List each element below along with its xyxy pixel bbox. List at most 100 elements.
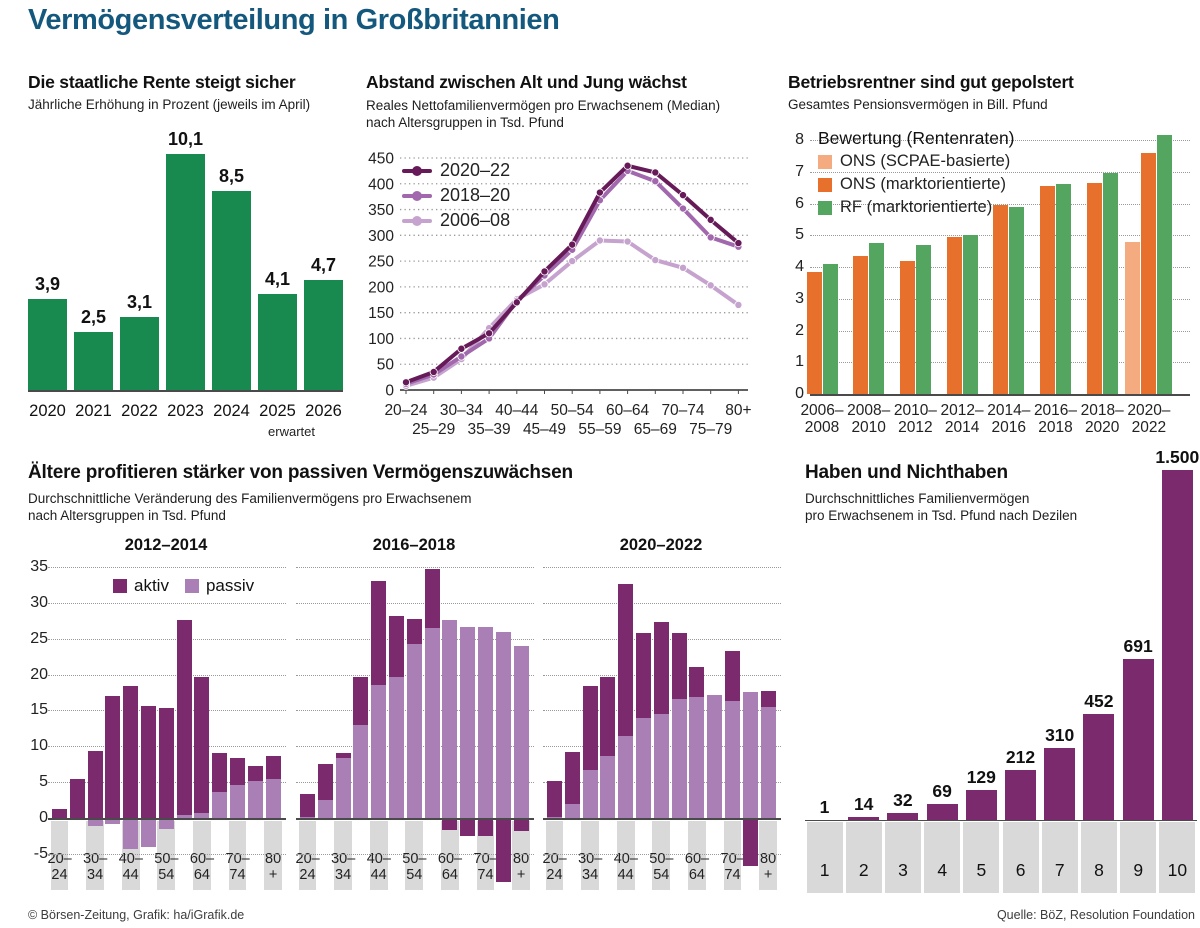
x-tick-label: 80	[265, 851, 282, 867]
category-band	[616, 820, 635, 890]
bar-passiv	[760, 706, 776, 818]
chart-zuwachs-header: Ältere profitieren stärker von passiven …	[28, 462, 788, 524]
bar-passiv	[618, 736, 634, 818]
bar	[806, 271, 822, 394]
y-tick-label: 0	[385, 383, 394, 400]
data-point	[485, 329, 494, 338]
legend-item: RF (marktorientierte)	[818, 198, 992, 217]
x-tick-label: 44	[617, 867, 634, 883]
bar-aktiv	[653, 622, 669, 715]
bar-aktiv	[212, 753, 228, 793]
x-tick-label: 50–	[402, 851, 427, 867]
bar-aktiv	[760, 691, 776, 707]
x-tick-label: 2018	[1038, 419, 1073, 436]
bar-aktiv	[105, 696, 121, 818]
x-tick-label: 60–	[189, 851, 215, 867]
x-tick-label: 50–	[154, 851, 179, 867]
x-tick-label: 20–24	[384, 402, 427, 419]
y-tick-label: 30	[30, 593, 48, 611]
y-tick-label: 50	[377, 357, 395, 374]
data-point	[651, 168, 660, 177]
chart-abstand-title: Abstand zwischen Alt und Jung wächst	[366, 72, 687, 92]
bar-aktiv	[600, 677, 616, 756]
bar-passiv	[742, 691, 758, 818]
bar-aktiv	[689, 666, 705, 697]
bar-passiv	[478, 626, 493, 818]
bar-value-label: 452	[1084, 691, 1114, 712]
data-point	[568, 240, 577, 249]
bar	[926, 803, 958, 820]
gridline	[296, 567, 534, 569]
panel-title-2020-2022: 2020–2022	[619, 536, 703, 554]
bar-passiv	[300, 816, 315, 818]
bar-passiv	[636, 718, 651, 818]
x-axis-line	[48, 818, 286, 820]
legend-swatch	[818, 200, 832, 215]
legend-item: passiv	[184, 576, 254, 596]
chart-zuwachs-plot: 20– 24 30– 34 40– 44 50– 54 60– 64 70– 74 80 +20– 24 30…	[28, 555, 788, 905]
y-tick-label: 35	[30, 558, 48, 576]
y-tick-label: 250	[368, 254, 394, 271]
bar-aktiv	[389, 615, 404, 677]
chart-dezile-title: Haben und Nichthaben	[805, 462, 1008, 483]
x-tick-label: 2020–	[1127, 402, 1171, 419]
category-band	[441, 820, 459, 890]
x-tick-label: 20–	[47, 851, 72, 867]
x-tick-label: 2016	[991, 419, 1027, 436]
category-band	[476, 820, 495, 890]
chart-zuwachs-subtitle-1: Durchschnittliche Veränderung des Famili…	[28, 491, 472, 506]
chart-abstand-plot: 0 50 100 150 200 250 300 350 400 450 20–24 25–29 30–…	[368, 151, 751, 439]
gridline	[48, 853, 286, 855]
footer-source: Quelle: BöZ, Resolution Foundation	[996, 908, 1195, 922]
bar-passiv	[513, 645, 529, 818]
chart-rente-plot: 3,9 2020 2,5 2021 3,1 2022 10,1 2023 8,5 2024 4,1 2…	[28, 129, 354, 440]
x-tick-label: 55–59	[578, 421, 621, 438]
bar	[1005, 770, 1036, 820]
data-point	[568, 257, 577, 266]
category-band	[924, 822, 961, 893]
chart-zuwachs-subtitle-2: nach Altersgruppen in Tsd. Pfund	[28, 508, 226, 523]
bar-passiv	[424, 627, 440, 818]
x-tick-label: 30–	[83, 851, 108, 867]
y-tick-label: 0	[39, 809, 48, 826]
y-tick-label: 15	[30, 701, 48, 719]
category-band	[228, 820, 247, 890]
bar-aktiv	[335, 753, 351, 759]
x-tick-label: 70–74	[661, 402, 704, 419]
bar	[74, 331, 113, 390]
bar-passiv	[87, 820, 103, 826]
legend-label: ONS (SCPAE-basierte)	[840, 152, 1011, 170]
data-point	[512, 298, 521, 307]
x-tick-label: 34	[87, 867, 104, 883]
x-tick-label: 70–	[225, 851, 250, 867]
legend-item: 2006–08	[402, 210, 510, 231]
bar	[869, 243, 885, 394]
bar-passiv	[725, 701, 740, 818]
legend-swatch	[113, 579, 127, 593]
bar	[1086, 182, 1102, 394]
bar-aktiv	[247, 765, 263, 781]
category-band	[1081, 822, 1117, 893]
bar-passiv	[371, 685, 387, 818]
bar-aktiv	[547, 781, 562, 817]
bar-value-label: 2,5	[80, 306, 107, 327]
category-band	[298, 820, 317, 890]
gridline	[810, 203, 1190, 205]
legend-item: ONS (SCPAE-basierte)	[818, 152, 1010, 171]
gridline	[48, 674, 286, 676]
x-tick-label: 35–39	[468, 421, 511, 438]
bar-aktiv	[230, 757, 245, 785]
bar-passiv	[353, 724, 369, 818]
x-tick-label: 2020	[29, 402, 66, 420]
legend-line-marker	[402, 188, 432, 204]
category-band	[86, 820, 104, 890]
x-tick-label: 2023	[167, 402, 204, 420]
x-tick-label: 75–79	[689, 421, 732, 438]
x-tick-label: 4	[937, 860, 948, 880]
bar	[1157, 135, 1173, 394]
chart-abstand-header: Abstand zwischen Alt und Jung wächst Rea…	[366, 72, 756, 131]
category-band	[1120, 822, 1157, 893]
bar-aktiv	[69, 779, 85, 818]
bar-value-label: 4,1	[264, 269, 291, 290]
bar-passiv	[141, 820, 156, 847]
